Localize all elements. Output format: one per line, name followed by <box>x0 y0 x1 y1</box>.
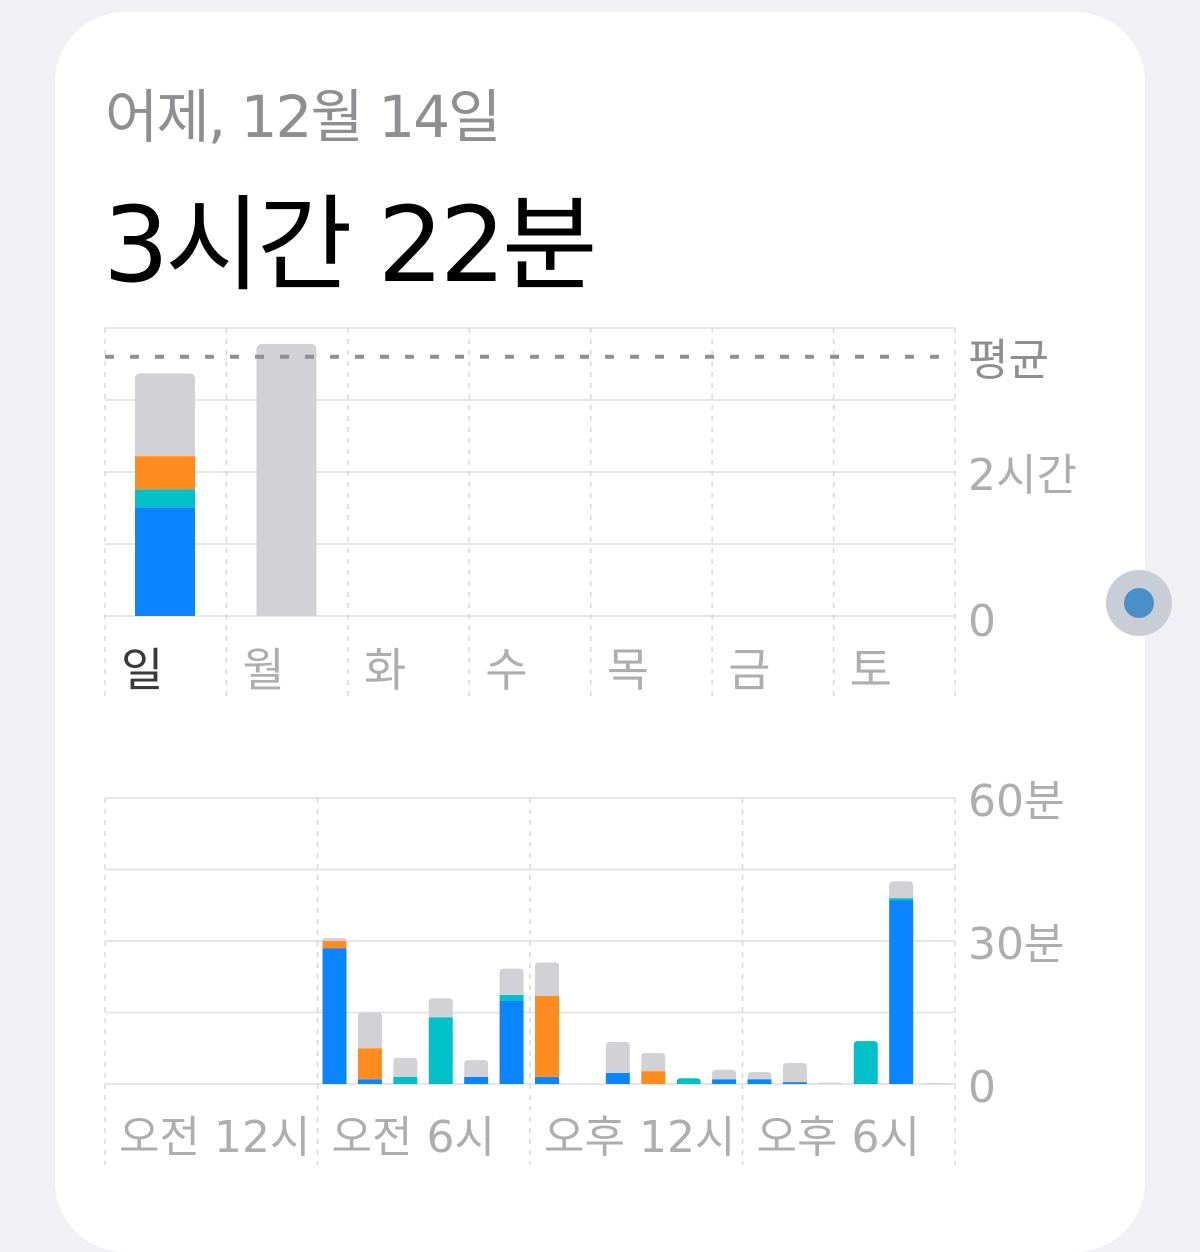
bar-segment-blue <box>712 1079 737 1084</box>
bar-segment-blue <box>782 1082 807 1084</box>
bar-segment-blue <box>747 1079 772 1084</box>
hourly-chart[interactable]: 오전 12시 오전 6시 오후 12시 오후 6시 0 30분 60분 <box>104 776 1064 1165</box>
assistive-touch-dot-icon <box>1124 588 1154 618</box>
bar-segment-gray <box>641 1053 666 1072</box>
bar-segment-orange <box>641 1071 666 1084</box>
day-label: 토 <box>850 643 892 697</box>
bar-segment-gray <box>357 1012 382 1049</box>
bar-segment-gray <box>322 938 347 941</box>
bar-segment-gray <box>605 1042 630 1074</box>
day-label: 수 <box>485 643 527 697</box>
x-tick-label: 오전 6시 <box>332 1112 495 1163</box>
bar-segment-blue <box>322 948 347 1084</box>
bar-segment-gray <box>782 1063 807 1083</box>
day-label: 금 <box>728 643 770 697</box>
usage-charts: 일 월 화 수 목 금 토 평균 0 2시간 오전 12시 오전 6시 오후 12시 오후 6시 0 30분… <box>104 327 1077 1165</box>
bar-segment-blue <box>464 1076 489 1084</box>
bar-segment-gray <box>889 881 914 899</box>
day-label: 월 <box>242 643 284 697</box>
day-label: 일 <box>121 643 163 697</box>
bar-segment-teal <box>499 994 524 1001</box>
bar-segment-gray <box>464 1060 489 1077</box>
bar-segment-gray <box>535 962 559 996</box>
bar-segment-teal <box>135 489 195 508</box>
bar-segment-blue <box>889 900 914 1084</box>
bar-segment-gray <box>712 1069 737 1080</box>
date-label: 어제, 12월 14일 <box>105 83 501 151</box>
bar-segment-blue <box>605 1073 630 1084</box>
x-tick-label: 오후 6시 <box>757 1112 920 1163</box>
average-label: 평균 <box>968 335 1049 386</box>
bar-segment-teal <box>853 1041 878 1084</box>
bar-segment-gray <box>135 373 195 457</box>
bar-segment-blue <box>535 1076 559 1084</box>
bar-segment-gray <box>256 343 317 616</box>
screen-time-card <box>55 12 1145 1252</box>
bar-segment-teal <box>676 1078 701 1084</box>
bar-segment-teal <box>393 1076 418 1084</box>
y-tick-label: 0 <box>968 1062 996 1113</box>
total-screen-time: 3시간 22분 <box>103 184 598 306</box>
bar-segment-gray <box>499 968 524 995</box>
y-tick-label: 0 <box>968 596 996 647</box>
day-label: 화 <box>364 643 406 697</box>
bar-segment-orange <box>322 941 347 949</box>
bar-segment-gray <box>747 1072 772 1080</box>
bar-segment-orange <box>535 995 559 1077</box>
x-tick-label: 오후 12시 <box>544 1112 735 1163</box>
bar-segment-gray <box>924 1083 949 1084</box>
bar-segment-teal <box>428 1017 453 1084</box>
bar-segment-gray <box>393 1057 418 1077</box>
bar-segment-blue <box>357 1079 382 1084</box>
y-tick-label: 60분 <box>968 776 1064 827</box>
assistive-touch-button[interactable] <box>1106 570 1172 636</box>
bar-segment-orange <box>135 456 195 490</box>
bar-segment-blue <box>135 507 195 616</box>
bar-segment-orange <box>357 1048 382 1080</box>
bar-segment-blue <box>499 1000 524 1084</box>
day-label: 목 <box>607 643 649 697</box>
bar-segment-teal <box>889 898 914 901</box>
weekly-chart[interactable]: 일 월 화 수 목 금 토 평균 0 2시간 <box>104 327 1077 700</box>
bar-segment-gray <box>818 1082 843 1084</box>
y-tick-label: 2시간 <box>968 450 1077 501</box>
x-tick-label: 오전 12시 <box>119 1112 310 1163</box>
y-tick-label: 30분 <box>968 919 1064 970</box>
bar-segment-gray <box>428 998 453 1018</box>
